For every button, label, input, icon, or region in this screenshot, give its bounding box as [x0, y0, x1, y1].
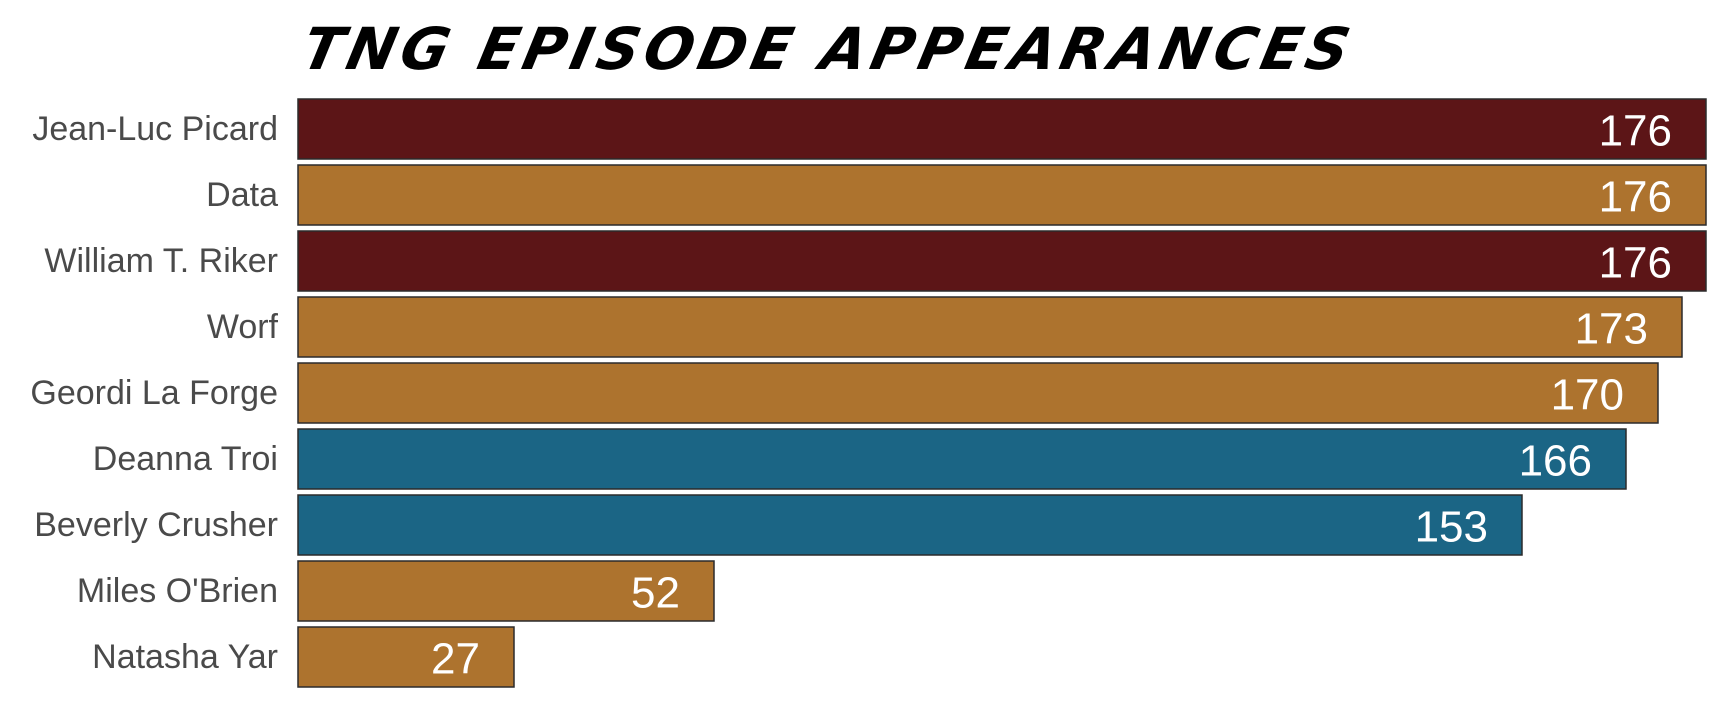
value-label-geordi-la-forge: 170 — [1551, 371, 1624, 420]
category-label-william-t-riker: William T. Riker — [44, 242, 278, 280]
bar-beverly-crusher — [297, 494, 1523, 556]
category-label-beverly-crusher: Beverly Crusher — [34, 506, 278, 544]
value-label-jean-luc-picard: 176 — [1599, 107, 1672, 156]
category-label-natasha-yar: Natasha Yar — [92, 638, 278, 676]
bar-deanna-troi — [297, 428, 1627, 490]
bar-geordi-la-forge — [297, 362, 1659, 424]
bar-william-t-riker — [297, 230, 1707, 292]
category-label-jean-luc-picard: Jean-Luc Picard — [32, 110, 278, 148]
category-label-worf: Worf — [207, 308, 279, 346]
bar-miles-o-brien — [297, 560, 715, 622]
category-label-miles-o-brien: Miles O'Brien — [77, 572, 278, 610]
bar-jean-luc-picard — [297, 98, 1707, 160]
value-label-beverly-crusher: 153 — [1415, 503, 1488, 552]
bar-worf — [297, 296, 1683, 358]
value-label-natasha-yar: 27 — [431, 635, 480, 684]
value-label-worf: 173 — [1575, 305, 1648, 354]
bar-natasha-yar — [297, 626, 515, 688]
category-label-geordi-la-forge: Geordi La Forge — [30, 374, 278, 412]
bars-layer — [297, 98, 1707, 688]
category-label-deanna-troi: Deanna Troi — [93, 440, 278, 478]
category-label-data: Data — [206, 176, 278, 214]
value-label-william-t-riker: 176 — [1599, 239, 1672, 288]
labels-layer: Jean-Luc Picard 176 Data 176 William T. Rike… — [30, 107, 1672, 684]
value-label-deanna-troi: 166 — [1519, 437, 1592, 486]
value-label-miles-o-brien: 52 — [631, 569, 680, 618]
value-label-data: 176 — [1599, 173, 1672, 222]
bar-data — [297, 164, 1707, 226]
